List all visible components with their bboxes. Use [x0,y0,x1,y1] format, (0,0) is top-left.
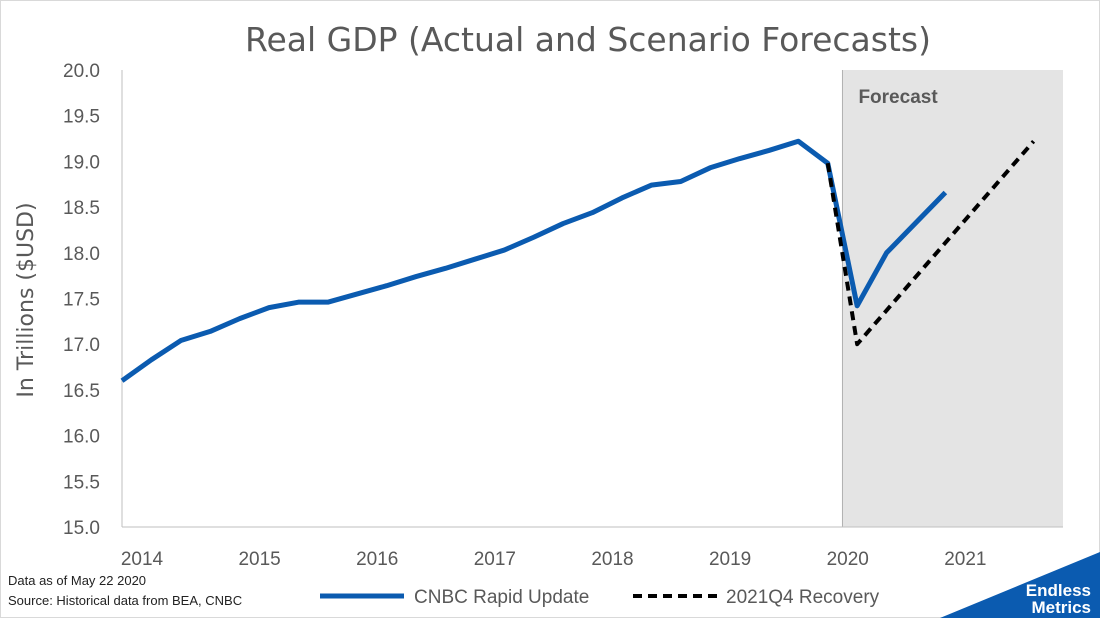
y-tick-label: 15.0 [63,518,100,539]
legend-label-recovery: 2021Q4 Recovery [726,587,880,608]
series-line-cnbc-rapid-update [120,138,948,383]
legend-label-cnbc: CNBC Rapid Update [414,587,589,608]
x-tick-label: 2018 [591,549,633,570]
y-axis-label: In Trillions ($USD) [14,202,39,397]
y-tick-label: 19.5 [63,107,100,128]
y-tick-labels: 15.0 15.5 16.0 16.5 17.0 17.5 18.0 18.5 19.0 19.5… [63,61,100,539]
x-tick-label: 2015 [238,549,280,570]
x-tick-label: 2017 [474,549,516,570]
forecast-region [842,70,1063,527]
logo-triangle [940,552,1100,618]
date-note: Data as of May 22 2020 [8,573,147,588]
y-tick-label: 20.0 [63,61,100,82]
x-tick-label: 2014 [121,549,164,570]
forecast-label: Forecast [858,87,938,108]
y-tick-label: 16.5 [63,381,100,402]
y-tick-label: 15.5 [63,472,100,493]
x-tick-label: 2021 [944,549,986,570]
logo-text-line2: Metrics [1031,598,1091,617]
chart-title: Real GDP (Actual and Scenario Forecasts) [245,20,931,59]
endless-metrics-logo: Endless Metrics [940,552,1100,618]
y-tick-label: 17.5 [63,290,100,311]
logo-text-line1: Endless [1026,581,1091,600]
x-tick-label: 2020 [827,549,869,570]
x-tick-label: 2016 [356,549,398,570]
x-tick-labels: 2014 2015 2016 2017 2018 2019 2020 2021 [121,549,987,570]
legend: CNBC Rapid Update 2021Q4 Recovery [320,587,880,608]
y-tick-label: 17.0 [63,335,100,356]
y-tick-label: 18.0 [63,244,100,265]
series-line-recovery [825,139,1036,347]
y-tick-label: 16.0 [63,427,100,448]
y-tick-label: 18.5 [63,198,100,219]
series-lines [120,138,1036,383]
y-tick-label: 19.0 [63,152,100,173]
x-tick-label: 2019 [709,549,751,570]
source-note: Source: Historical data from BEA, CNBC [8,593,243,608]
